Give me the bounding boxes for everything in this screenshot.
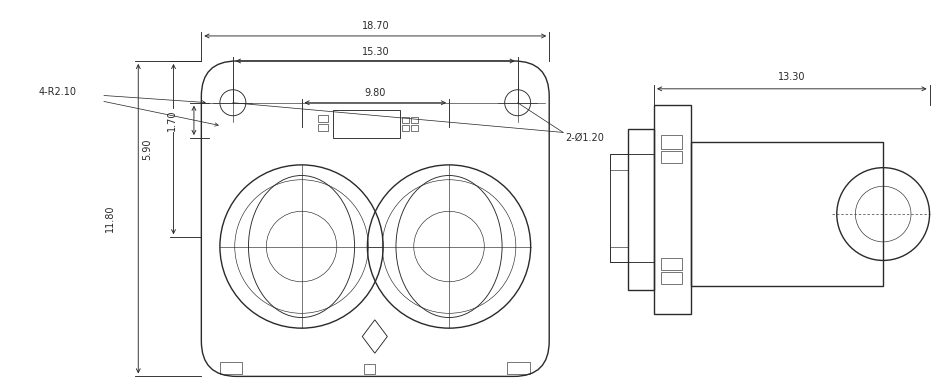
Text: 4-R2.10: 4-R2.10 [39,86,77,97]
Text: 15.30: 15.30 [361,47,390,57]
Text: 9.80: 9.80 [365,88,386,99]
Bar [411,125,418,131]
Bar [402,125,409,131]
Text: 13.30: 13.30 [778,72,805,82]
Bar [660,151,682,163]
Bar [318,124,328,131]
Bar [364,364,375,374]
Bar [402,117,409,123]
Bar [654,104,692,314]
Bar [660,135,682,149]
Bar [610,154,628,170]
Text: 5.90: 5.90 [142,138,153,160]
Text: 1.70: 1.70 [166,109,177,131]
Bar [411,117,418,123]
Bar [507,362,530,374]
Bar [692,142,884,287]
Text: 18.70: 18.70 [361,21,390,31]
Bar [318,115,328,122]
Text: 2-Ø1.20: 2-Ø1.20 [565,133,604,143]
Bar [610,246,628,262]
Bar [660,258,682,270]
Bar [610,154,654,262]
Text: 11.80: 11.80 [105,205,116,232]
Bar [628,129,654,290]
Bar [219,362,242,374]
Bar [660,272,682,283]
Bar [333,110,400,138]
